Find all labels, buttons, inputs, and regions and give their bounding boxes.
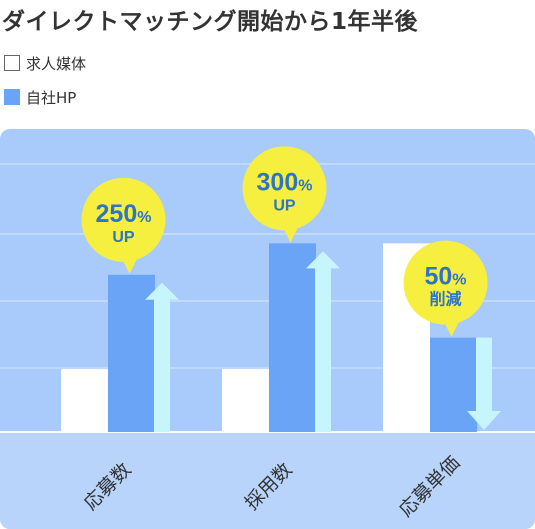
callout-unit-0: UP <box>112 229 135 246</box>
callout-percent-2: % <box>452 272 466 289</box>
bar-job-media-1 <box>222 369 269 432</box>
callout-bubble-1 <box>242 146 327 231</box>
legend-item-company-hp: 自社HP <box>4 86 76 108</box>
trend-up-arrow-1 <box>306 251 340 432</box>
chart-title: ダイレクトマッチング開始から1年半後 <box>2 9 419 35</box>
chart-panel: 250% UP 応募数 300% UP 採用数 50% 削減 応募単価 <box>0 129 535 529</box>
trend-up-arrow-0 <box>145 282 179 432</box>
bar-job-media-0 <box>61 369 108 432</box>
callout-bubble-0 <box>81 177 166 262</box>
callout-pointer-0 <box>121 257 138 274</box>
callout-number-1: 300 <box>257 168 299 196</box>
trend-down-arrow-2 <box>467 337 501 430</box>
callout-value-0: 250% <box>96 200 152 228</box>
legend-item-job-media: 求人媒体 <box>4 52 86 74</box>
callout-percent-1: % <box>298 177 312 194</box>
callout-value-1: 300% <box>257 168 313 196</box>
bar-company-hp-2 <box>430 337 477 432</box>
callout-number-0: 250 <box>96 200 138 228</box>
legend-label-job-media: 求人媒体 <box>26 54 87 73</box>
callout-value-2: 50% <box>424 263 466 291</box>
bar-company-hp-1 <box>269 243 316 432</box>
callout-pointer-1 <box>282 226 299 243</box>
callout-pointer-2 <box>443 320 460 337</box>
callout-percent-0: % <box>137 209 151 226</box>
callout-unit-1: UP <box>273 197 296 214</box>
bar-company-hp-0 <box>108 274 155 432</box>
category-band <box>0 432 535 529</box>
legend-swatch-company-hp <box>4 89 20 105</box>
legend-swatch-job-media <box>4 55 20 71</box>
callout-bubble-2 <box>403 240 488 325</box>
legend-label-company-hp: 自社HP <box>26 88 77 107</box>
callout-unit-2: 削減 <box>429 290 461 309</box>
callout-number-2: 50 <box>424 263 452 291</box>
